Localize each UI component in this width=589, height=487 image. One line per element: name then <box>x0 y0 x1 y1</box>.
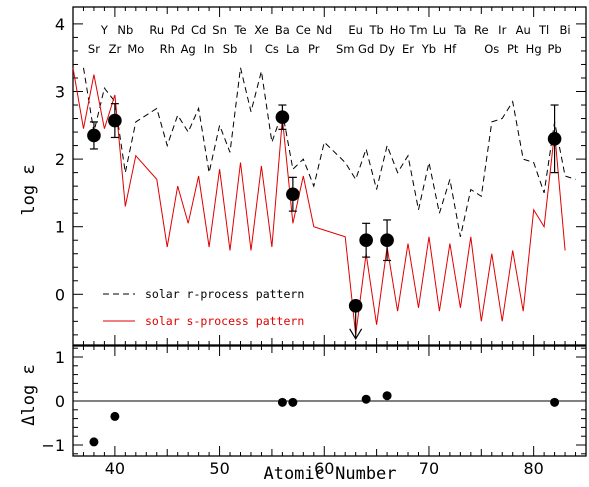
element-label-au: Au <box>516 23 531 37</box>
element-label-ta: Ta <box>453 23 466 37</box>
observed-point <box>380 233 394 248</box>
residual-point <box>361 394 371 404</box>
element-label-zr: Zr <box>109 42 122 56</box>
element-label-tm: Tm <box>408 23 427 37</box>
element-label-cs: Cs <box>265 42 279 56</box>
element-label-eu: Eu <box>348 23 363 37</box>
element-label-sb: Sb <box>223 42 238 56</box>
top-y-tick-label: 0 <box>55 285 65 304</box>
bottom-ylabel: Δlog ε <box>19 364 39 425</box>
observed-point <box>359 233 373 248</box>
element-label-tl: Tl <box>538 23 549 37</box>
element-label-pb: Pb <box>547 42 561 56</box>
element-label-sm: Sm <box>336 42 355 56</box>
x-tick-label: 40 <box>105 459 125 478</box>
element-label-gd: Gd <box>358 42 374 56</box>
s-process-line <box>72 67 566 335</box>
residual-point <box>89 437 99 447</box>
residual-point <box>382 391 392 401</box>
element-label-pd: Pd <box>171 23 185 37</box>
observed-point <box>348 298 363 313</box>
element-label-rh: Rh <box>160 42 175 56</box>
observed-point <box>547 132 562 146</box>
x-tick-label: 80 <box>523 459 543 478</box>
element-label-bi: Bi <box>560 23 571 37</box>
r-process-line <box>83 67 576 237</box>
upper-limit-arrowhead <box>349 328 363 340</box>
x-tick-label: 60 <box>314 459 334 478</box>
element-label-hf: Hf <box>444 42 458 56</box>
element-label-ho: Ho <box>390 23 406 37</box>
element-label-yb: Yb <box>421 42 436 56</box>
residual-point <box>550 397 560 407</box>
element-label-mo: Mo <box>127 42 144 56</box>
observed-point <box>286 187 300 202</box>
top-y-tick-label: 3 <box>55 83 65 102</box>
element-label-hg: Hg <box>526 42 542 56</box>
x-tick-label: 50 <box>209 459 229 478</box>
element-label-y: Y <box>100 23 109 37</box>
element-label-te: Te <box>233 23 246 37</box>
top-axes-frame <box>72 6 587 346</box>
element-label-ru: Ru <box>149 23 164 37</box>
element-label-re: Re <box>474 23 489 37</box>
top-y-tick-label: 4 <box>55 15 65 34</box>
top-panel: 0 1 2 3 4 Y Nb Ru Pd Cd Sn Te Xe Ba Ce Nd Eu Tb Ho Tm Lu Ta Re… <box>55 6 587 346</box>
element-label-ba: Ba <box>275 23 290 37</box>
element-label-pr: Pr <box>308 42 320 56</box>
element-label-os: Os <box>484 42 499 56</box>
element-label-i: I <box>249 42 252 56</box>
top-y-tick-label: 1 <box>55 218 65 237</box>
legend-r-process-label: solar r-process pattern <box>145 287 304 301</box>
element-label-in: In <box>204 42 215 56</box>
residual-point <box>277 397 287 407</box>
observed-point <box>87 128 101 143</box>
bottom-panel: −1 0 1 40 50 60 70 80 <box>41 345 587 478</box>
element-label-er: Er <box>402 42 414 56</box>
bottom-y-tick-label: 1 <box>55 348 65 367</box>
element-label-ag: Ag <box>181 42 196 56</box>
top-y-tick-label: 2 <box>55 150 65 169</box>
observed-point <box>108 113 122 128</box>
element-label-sn: Sn <box>212 23 227 37</box>
element-label-pt: Pt <box>507 42 519 56</box>
element-label-nb: Nb <box>117 23 133 37</box>
element-label-dy: Dy <box>379 42 395 56</box>
element-label-lu: Lu <box>433 23 447 37</box>
residual-point <box>288 397 298 407</box>
element-label-sr: Sr <box>88 42 100 56</box>
element-label-cd: Cd <box>191 23 206 37</box>
observed-point <box>275 110 290 124</box>
element-label-ce: Ce <box>296 23 311 37</box>
bottom-y-tick-label: −1 <box>41 436 65 455</box>
legend-s-process-label: solar s-process pattern <box>145 314 304 328</box>
element-label-la: La <box>286 42 299 56</box>
bottom-y-tick-label: 0 <box>55 392 65 411</box>
element-label-nd: Nd <box>316 23 332 37</box>
x-axis-label: Atomic Number <box>263 464 396 484</box>
top-ylabel: log ε <box>19 164 39 215</box>
x-tick-label: 70 <box>419 459 439 478</box>
element-label-tb: Tb <box>368 23 383 37</box>
residual-point <box>110 411 120 421</box>
element-label-xe: Xe <box>254 23 268 37</box>
axis-labels: log ε Δlog ε Atomic Number <box>19 164 397 484</box>
element-label-ir: Ir <box>498 23 506 37</box>
